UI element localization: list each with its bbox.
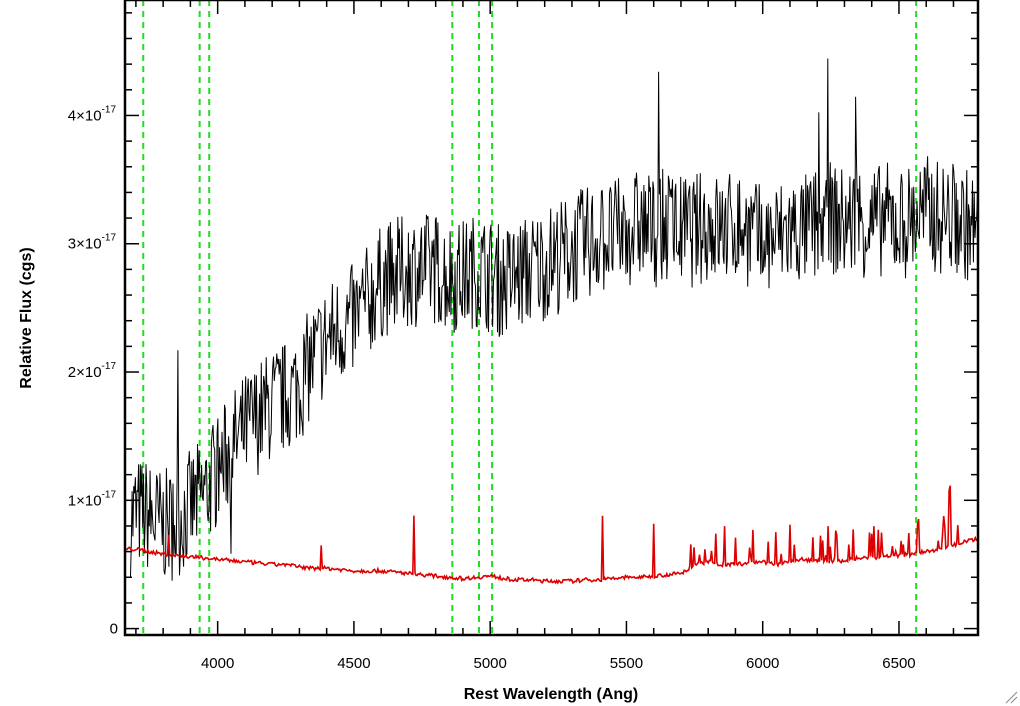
x-tick-label: 6000 xyxy=(746,655,779,672)
y-tick-label: 3×10-17 xyxy=(68,233,117,253)
y-axis-title: Relative Flux (cgs) xyxy=(18,247,35,388)
y-tick-label: 1×10-17 xyxy=(68,489,117,509)
x-tick-label: 5500 xyxy=(610,655,643,672)
series-line-0 xyxy=(130,58,978,581)
x-axis-title: Rest Wavelength (Ang) xyxy=(464,686,639,703)
resize-grip-icon[interactable] xyxy=(1004,690,1018,704)
y-tick-label: 0 xyxy=(110,621,118,638)
x-tick-label: 4500 xyxy=(337,655,370,672)
x-tick-labels: 4000 4500 5000 5500 6000 6500 xyxy=(201,655,916,672)
x-tick-label: 6500 xyxy=(882,655,915,672)
series-line-1 xyxy=(124,485,978,585)
series-group xyxy=(124,58,978,585)
x-tick-label: 5000 xyxy=(473,655,506,672)
y-tick-labels: 0 1×10-17 2×10-17 3×10-17 4×10-17 xyxy=(68,104,118,637)
reference-lines xyxy=(142,0,918,635)
y-tick-label: 4×10-17 xyxy=(68,104,117,124)
x-tick-label: 4000 xyxy=(201,655,234,672)
plot-frame xyxy=(123,0,980,637)
y-tick-label: 2×10-17 xyxy=(68,361,117,381)
